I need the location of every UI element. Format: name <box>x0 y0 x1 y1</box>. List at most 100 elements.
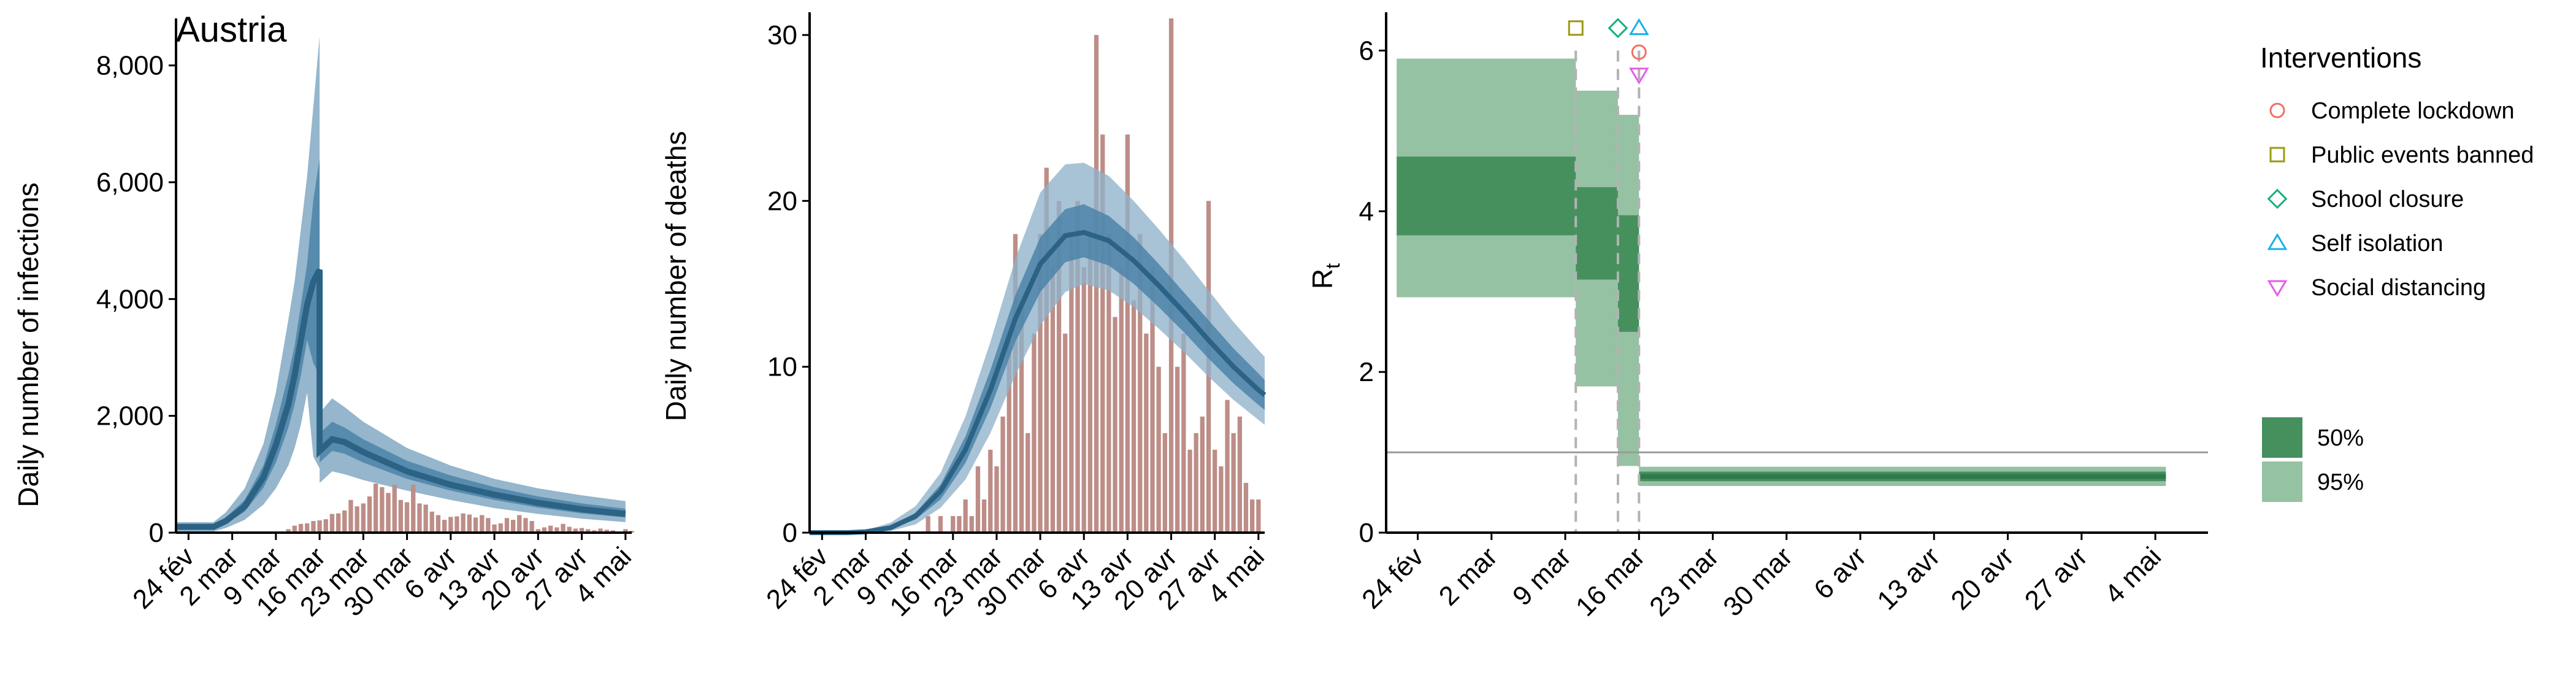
bar <box>392 485 397 533</box>
bar <box>355 506 359 533</box>
y-tick-label: 0 <box>149 518 164 548</box>
legend-ci: 50% 95% <box>2262 417 2364 502</box>
y-axis-title-rt: Rt <box>1306 263 1344 289</box>
bar <box>623 529 628 533</box>
bar <box>305 523 310 533</box>
bar <box>1125 134 1130 533</box>
bar <box>1087 234 1092 533</box>
x-tick-label: 13 avr <box>1871 541 1945 615</box>
bar <box>1081 267 1086 533</box>
bar <box>1225 399 1230 533</box>
bar <box>286 529 291 533</box>
bar <box>448 517 453 533</box>
x-tick-label: 9 mar <box>1507 541 1577 611</box>
bar <box>380 487 385 533</box>
bar <box>1181 333 1186 533</box>
bar <box>1063 333 1068 533</box>
bar <box>994 466 999 533</box>
rt-subscript: t <box>1322 263 1344 269</box>
bar <box>1044 168 1049 533</box>
legend-item-label: Complete lockdown <box>2311 98 2515 124</box>
marker-triangle-up <box>2267 233 2288 250</box>
bar <box>951 516 956 533</box>
x-tick-label: 2 mar <box>1433 541 1503 611</box>
bar <box>963 499 968 533</box>
legend-item-label: School closure <box>2311 187 2464 212</box>
bar <box>511 520 516 533</box>
legend-ci-label: 50% <box>2317 425 2364 451</box>
bar <box>292 525 297 533</box>
bar <box>342 510 347 533</box>
bar <box>461 513 466 533</box>
bar <box>598 528 603 533</box>
x-tick-label: 6 avr <box>1808 541 1872 605</box>
median-line <box>810 230 1267 535</box>
rt-bands <box>1386 58 2208 486</box>
bar <box>1006 333 1011 533</box>
bar <box>1075 201 1080 533</box>
bar <box>1050 267 1056 533</box>
rt-symbol: R <box>1306 269 1338 289</box>
marker-diamond <box>1608 18 1628 39</box>
bar <box>467 514 472 533</box>
y-tick-label: 4 <box>1359 196 1374 226</box>
bar <box>548 525 553 533</box>
bar <box>1131 300 1137 533</box>
bar <box>604 530 609 533</box>
bar <box>442 520 447 533</box>
bar <box>404 502 410 533</box>
bar <box>535 529 540 533</box>
bar <box>1069 234 1074 533</box>
bar <box>1038 234 1043 533</box>
bar <box>498 523 503 533</box>
x-tick-label: 24 fév <box>1356 541 1429 614</box>
median-line <box>176 268 626 530</box>
bar <box>1113 317 1117 533</box>
bar <box>1156 366 1161 533</box>
y-tick-label: 6 <box>1359 36 1374 66</box>
bar <box>336 513 341 533</box>
bar <box>573 528 578 533</box>
bar <box>1032 333 1037 533</box>
marker-square <box>1568 20 1584 36</box>
marker-circle <box>1631 44 1647 60</box>
bar <box>480 515 485 533</box>
y-tick-label: 2,000 <box>96 401 164 431</box>
bar <box>981 499 987 533</box>
bar <box>1144 333 1149 533</box>
rt-ci50-segment <box>1576 187 1618 280</box>
y-tick-label: 6,000 <box>96 168 164 198</box>
bar <box>1025 433 1030 533</box>
bar <box>561 523 565 533</box>
bar <box>1250 499 1255 533</box>
marker-triangle-down <box>1628 68 1649 85</box>
bar <box>567 527 572 533</box>
x-tick-label: 27 avr <box>2019 541 2093 615</box>
bar <box>361 503 366 533</box>
bar <box>1213 449 1217 533</box>
y-axis-title-deaths: Daily number of deaths <box>660 131 692 421</box>
bar <box>1243 482 1249 533</box>
bar <box>329 514 335 533</box>
bar <box>423 504 428 533</box>
legend-item-label: Public events banned <box>2311 142 2534 168</box>
bar <box>374 484 378 533</box>
bar <box>1194 433 1198 533</box>
panel-infections: Austria Daily number of infections 0 2,00… <box>12 10 637 622</box>
bar <box>1013 234 1018 533</box>
marker-diamond <box>2267 188 2288 209</box>
legend-ci-swatch <box>2262 461 2302 502</box>
panel-title: Austria <box>176 10 287 50</box>
bar <box>938 516 943 533</box>
bar <box>1256 499 1261 533</box>
y-tick-label: 4,000 <box>96 284 164 314</box>
bar <box>523 518 528 533</box>
bar <box>486 518 491 533</box>
bar <box>323 519 328 533</box>
bar <box>298 523 304 533</box>
bar <box>1162 433 1167 533</box>
y-tick-label: 30 <box>767 20 797 50</box>
bar <box>1237 416 1242 533</box>
